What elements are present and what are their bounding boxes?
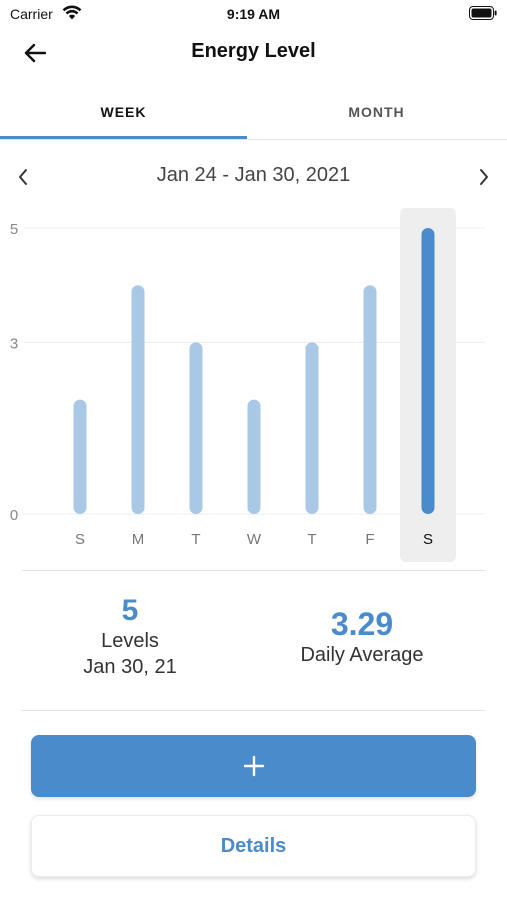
x-tick-label: W (247, 531, 262, 548)
status-time: 9:19 AM (226, 6, 281, 22)
bar (73, 399, 87, 514)
tab-bar: WEEK MONTH (0, 86, 507, 140)
back-button[interactable] (18, 38, 52, 68)
battery-icon (469, 6, 497, 20)
plus-icon (243, 755, 264, 777)
chevron-right-icon (480, 169, 488, 185)
bar (189, 342, 203, 514)
y-tick-label: 3 (10, 335, 18, 352)
tab-week[interactable]: WEEK (100, 104, 147, 120)
x-tick-label: S (423, 531, 433, 548)
date-range-label: Jan 24 - Jan 30, 2021 (156, 164, 351, 186)
x-tick-label: M (132, 531, 145, 548)
y-tick-label: 0 (10, 507, 18, 524)
previous-week-button[interactable] (8, 162, 38, 192)
x-tick-label: T (307, 531, 316, 548)
next-week-button[interactable] (469, 162, 499, 192)
bar (247, 399, 261, 514)
status-bar: Carrier 9:19 AM (0, 0, 507, 28)
y-tick-label: 5 (10, 221, 18, 238)
divider (22, 710, 485, 711)
bar (421, 228, 435, 514)
daily-average-stat: 3.29 Daily Average (278, 606, 446, 668)
add-entry-button[interactable] (31, 735, 476, 797)
chevron-left-icon (19, 169, 27, 185)
x-tick-label: F (365, 531, 374, 548)
tab-selected-indicator (0, 136, 247, 139)
bar (305, 342, 319, 514)
levels-label: Levels (101, 630, 159, 652)
carrier-label: Carrier (10, 6, 53, 22)
details-button[interactable]: Details (31, 815, 476, 877)
levels-date: Jan 30, 21 (83, 656, 177, 678)
daily-average-label: Daily Average (300, 644, 424, 666)
levels-stat: 5 Levels Jan 30, 21 (50, 594, 210, 680)
energy-bar-chart: 0 3 5 S M T W T F S (10, 208, 485, 562)
wifi-icon (62, 5, 82, 20)
divider (22, 570, 485, 571)
page-title: Energy Level (191, 40, 316, 62)
levels-value: 5 (121, 594, 139, 627)
daily-average-value: 3.29 (330, 606, 394, 642)
x-tick-label: T (191, 531, 200, 548)
tab-month[interactable]: MONTH (348, 104, 405, 120)
x-tick-label: S (75, 531, 85, 548)
bar (131, 285, 145, 514)
bar (363, 285, 377, 514)
arrow-left-icon (24, 43, 46, 63)
